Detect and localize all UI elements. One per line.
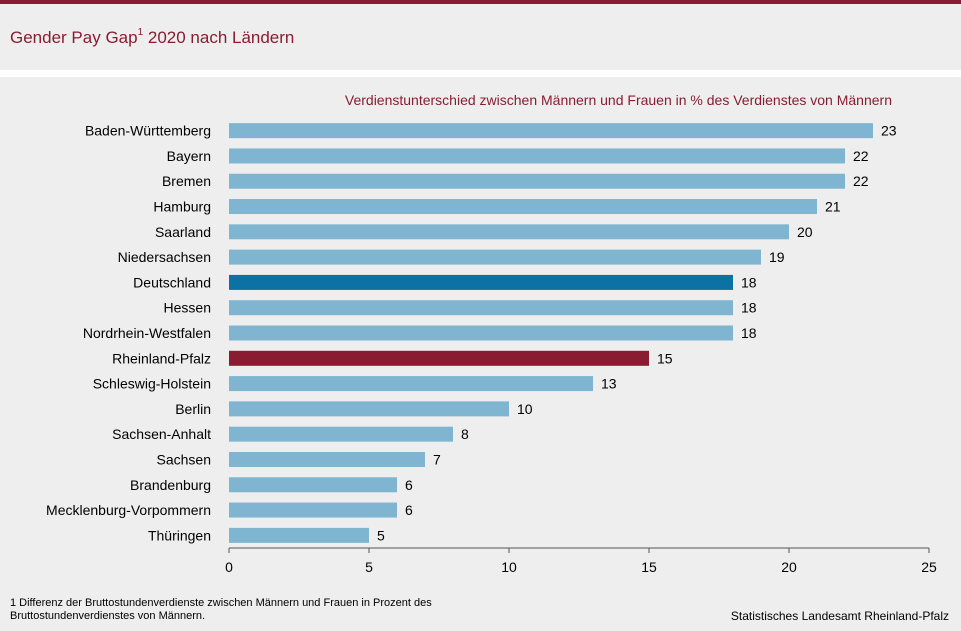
data-label: 13 <box>601 376 617 392</box>
bar <box>229 199 817 215</box>
category-label: Sachsen-Anhalt <box>112 426 211 442</box>
bar <box>229 401 509 417</box>
bar <box>229 173 845 189</box>
data-label: 5 <box>377 527 385 543</box>
category-label: Baden-Württemberg <box>85 123 211 139</box>
bar <box>229 527 369 543</box>
x-tick-label: 0 <box>225 559 233 575</box>
data-label: 21 <box>825 199 841 215</box>
category-label: Berlin <box>175 401 211 417</box>
title-suffix: 2020 nach Ländern <box>143 28 295 47</box>
bar <box>229 224 789 240</box>
x-tick-label: 10 <box>501 559 517 575</box>
category-label: Niedersachsen <box>118 249 211 265</box>
category-label: Saarland <box>155 224 211 240</box>
data-label: 18 <box>741 300 757 316</box>
category-label: Brandenburg <box>130 477 211 493</box>
source-credit: Statistisches Landesamt Rheinland-Pfalz <box>730 609 949 623</box>
x-tick-label: 5 <box>365 559 373 575</box>
bar <box>229 502 397 518</box>
data-label: 18 <box>741 325 757 341</box>
bar <box>229 376 593 392</box>
bar <box>229 148 845 164</box>
data-label: 19 <box>769 249 785 265</box>
top-accent-rule <box>0 0 961 4</box>
x-tick-label: 15 <box>641 559 657 575</box>
page-title: Gender Pay Gap1 2020 nach Ländern <box>10 27 295 48</box>
category-label: Hessen <box>164 300 211 316</box>
category-label: Rheinland-Pfalz <box>112 350 211 366</box>
category-label: Hamburg <box>153 199 211 215</box>
category-label: Thüringen <box>148 527 211 543</box>
category-label: Bremen <box>162 173 211 189</box>
data-label: 22 <box>853 148 869 164</box>
category-label: Bayern <box>167 148 211 164</box>
bar <box>229 249 761 265</box>
header-panel: Gender Pay Gap1 2020 nach Ländern <box>0 4 961 70</box>
data-label: 7 <box>433 451 441 467</box>
data-label: 6 <box>405 502 413 518</box>
bar <box>229 451 425 467</box>
data-label: 8 <box>461 426 469 442</box>
category-label: Mecklenburg-Vorpommern <box>46 502 211 518</box>
bar <box>229 426 453 442</box>
x-tick-label: 20 <box>781 559 797 575</box>
title-text: Gender Pay Gap <box>10 28 138 47</box>
bar <box>229 477 397 493</box>
category-label: Schleswig-Holstein <box>93 376 211 392</box>
bar <box>229 325 733 341</box>
data-label: 10 <box>517 401 533 417</box>
category-label: Deutschland <box>133 274 211 290</box>
category-label: Nordrhein-Westfalen <box>83 325 211 341</box>
bar <box>229 350 649 366</box>
x-tick-label: 25 <box>921 559 937 575</box>
data-label: 18 <box>741 274 757 290</box>
bar <box>229 274 733 290</box>
header-separator <box>0 70 961 77</box>
data-label: 20 <box>797 224 813 240</box>
title-footnote-marker: 1 <box>137 27 144 38</box>
bar <box>229 300 733 316</box>
data-label: 6 <box>405 477 413 493</box>
chart-subtitle: Verdienstunterschied zwischen Männern un… <box>345 92 892 108</box>
bar <box>229 123 873 139</box>
data-label: 23 <box>881 123 897 139</box>
category-label: Sachsen <box>157 451 211 467</box>
data-label: 22 <box>853 173 869 189</box>
footnote: 1 Differenz der Bruttostundenverdienste … <box>10 597 432 622</box>
data-label: 15 <box>657 350 673 366</box>
